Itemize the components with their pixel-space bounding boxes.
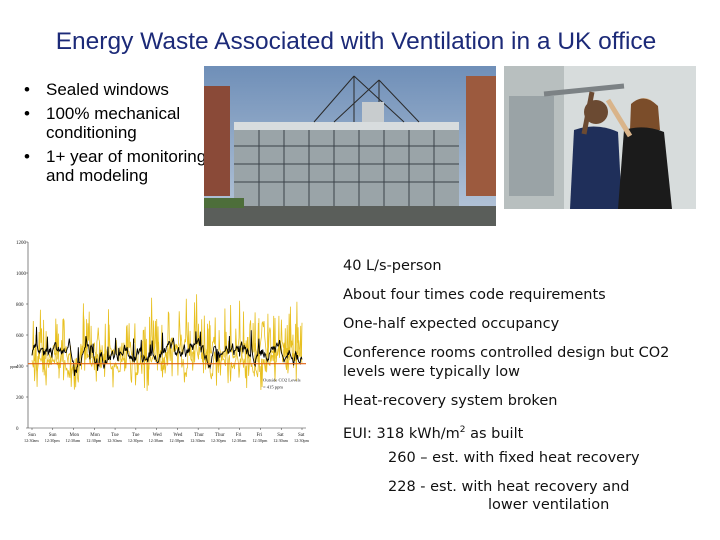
x-tick-time: 12:30am [149,438,164,443]
eui-superscript: 2 [459,425,466,435]
office-building-photo [204,66,496,226]
bullet-list: • Sealed windows • 100% mechanical conditi… [24,80,214,190]
eui-suffix: as built [465,425,524,442]
x-tick-day: Tue [132,433,140,438]
x-tick-day: Wed [173,433,183,438]
x-tick-day: Wed [153,433,163,438]
co2-chart: 1200 1000 800 600 400 200 0 ppm Sun 12:30am Sun 12:… [8,236,320,458]
reference-label: Outside CO2 Levels [263,378,301,383]
x-tick-time: 12:30pm [86,438,102,443]
note-occupancy: One-half expected occupancy [343,316,560,332]
x-tick-day: Sat [298,433,305,438]
x-tick-time: 12:30am [66,438,81,443]
note-code-comparison: About four times code requirements [343,287,606,303]
bullet-text: 1+ year of monitoring and modeling [46,147,207,185]
x-tick-time: 12:30pm [128,438,144,443]
researchers-monitoring-photo [504,66,696,209]
x-tick-day: Sun [28,433,36,438]
note-eui: EUI: 318 kWh/m2 as built [343,421,523,443]
x-tick-time: 12:30am [107,438,122,443]
x-tick-time: 12:30am [190,438,205,443]
reference-label-value: = 415 ppm [263,385,283,390]
x-tick-time: 12:30pm [294,438,310,443]
bullet-text: 100% mechanical conditioning [46,104,181,142]
x-tick-day: Sat [277,433,284,438]
series-line-yellow-2 [31,294,303,391]
x-tick-day: Thur [215,433,225,438]
bullet-dot-icon: • [24,147,30,166]
co2-chart-svg: 120010008006004002000ppmSun12:30amSun12:… [10,241,310,443]
y-tick-label: 0 [16,427,19,432]
note-eui-lower-ventilation-cont: lower ventilation [488,497,610,513]
note-heat-recovery: Heat-recovery system broken [343,393,558,409]
note-eui-lower-ventilation: 228 - est. with heat recovery and [388,479,630,495]
x-tick-day: Fri [256,433,262,438]
x-tick-time: 12:30am [273,438,288,443]
y-tick-label: 600 [16,334,24,339]
note-eui-fixed-recovery: 260 – est. with fixed heat recovery [388,450,640,466]
x-tick-day: Mon [90,433,100,438]
x-tick-day: Mon [70,433,80,438]
x-tick-day: Tue [111,433,119,438]
note-ventilation-rate: 40 L/s-person [343,258,442,274]
bullet-item: • Sealed windows [24,80,214,99]
x-tick-time: 12:30pm [211,438,227,443]
eui-prefix: EUI: 318 kWh/m [343,425,460,442]
x-tick-time: 12:30am [232,438,247,443]
note-conference-rooms: Conference rooms controlled design but C… [343,345,670,380]
bullet-text: Sealed windows [46,80,169,99]
x-tick-time: 12:30am [24,438,39,443]
x-tick-time: 12:30pm [45,438,61,443]
y-tick-label: 800 [16,303,24,308]
x-tick-time: 12:30pm [252,438,268,443]
bullet-item: • 100% mechanical conditioning [24,104,214,142]
y-axis-label: ppm [10,364,18,369]
bullet-dot-icon: • [24,104,30,123]
y-tick-label: 200 [16,396,24,401]
bullet-item: • 1+ year of monitoring and modeling [24,147,214,185]
x-tick-time: 12:30pm [169,438,185,443]
series-line-black [31,326,303,376]
slide-title: Energy Waste Associated with Ventilation… [55,28,657,55]
bullet-dot-icon: • [24,80,30,99]
y-tick-label: 400 [16,365,24,370]
x-tick-day: Thur [194,433,204,438]
x-tick-day: Fri [236,433,242,438]
y-tick-label: 1000 [16,272,27,277]
x-tick-day: Sun [49,433,57,438]
y-tick-label: 1200 [16,241,27,246]
